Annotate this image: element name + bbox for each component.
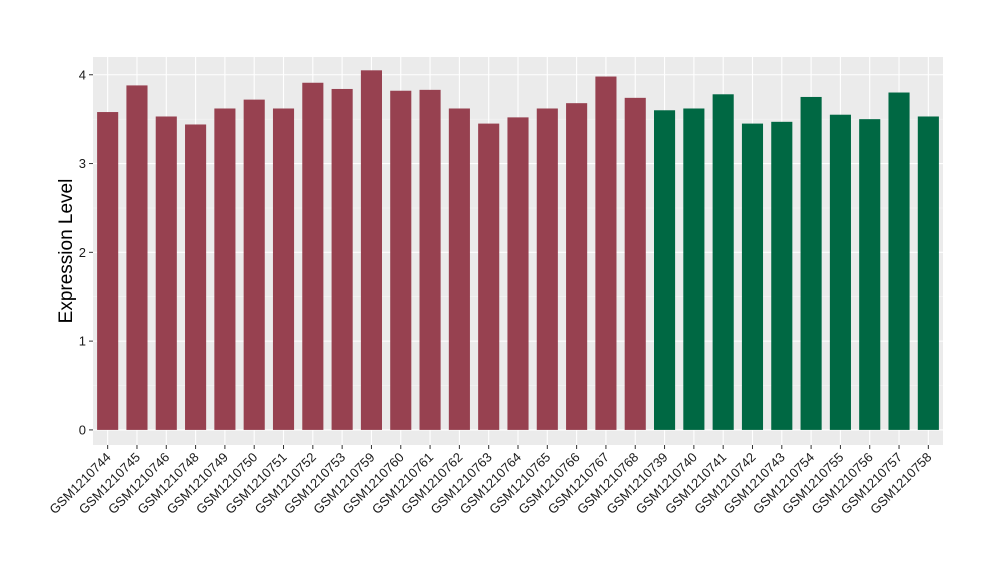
bar-GSM1210760 <box>390 90 412 430</box>
bar-GSM1210743 <box>771 121 793 430</box>
bar-GSM1210761 <box>419 89 441 430</box>
bar-GSM1210741 <box>712 94 734 430</box>
y-axis: 0 1 2 3 4 <box>79 67 93 437</box>
bar-GSM1210744 <box>97 112 119 430</box>
bar-GSM1210739 <box>654 110 676 430</box>
bar-GSM1210757 <box>888 92 910 430</box>
bar-GSM1210745 <box>126 85 148 430</box>
bar-GSM1210762 <box>448 108 470 430</box>
bar-GSM1210763 <box>478 123 500 430</box>
bar-GSM1210740 <box>683 108 705 430</box>
y-tick-label: 3 <box>79 156 86 171</box>
bar-GSM1210767 <box>595 76 617 430</box>
bar-GSM1210750 <box>243 99 265 430</box>
bar-GSM1210764 <box>507 117 529 430</box>
bar-GSM1210756 <box>859 119 881 430</box>
bar-GSM1210768 <box>624 97 646 430</box>
y-tick-label: 2 <box>79 245 86 260</box>
bar-GSM1210758 <box>917 116 939 430</box>
bar-GSM1210765 <box>536 108 558 430</box>
bar-GSM1210754 <box>800 96 822 430</box>
bar-GSM1210748 <box>185 124 207 430</box>
y-tick-label: 4 <box>79 67 86 82</box>
bar-GSM1210746 <box>155 116 177 430</box>
bar-GSM1210766 <box>566 103 588 430</box>
bars <box>97 70 939 430</box>
bar-GSM1210759 <box>360 70 382 430</box>
y-tick-label: 1 <box>79 334 86 349</box>
y-tick-label: 0 <box>79 422 86 437</box>
bar-GSM1210751 <box>272 108 295 430</box>
y-axis-title: Expression Level <box>56 179 77 324</box>
bar-GSM1210753 <box>331 88 353 430</box>
bar-GSM1210752 <box>302 82 324 430</box>
x-axis: GSM1210744GSM1210745GSM1210746GSM1210748… <box>46 445 934 517</box>
bar-GSM1210755 <box>829 114 851 430</box>
bar-GSM1210749 <box>214 108 236 430</box>
bar-GSM1210742 <box>741 123 764 430</box>
